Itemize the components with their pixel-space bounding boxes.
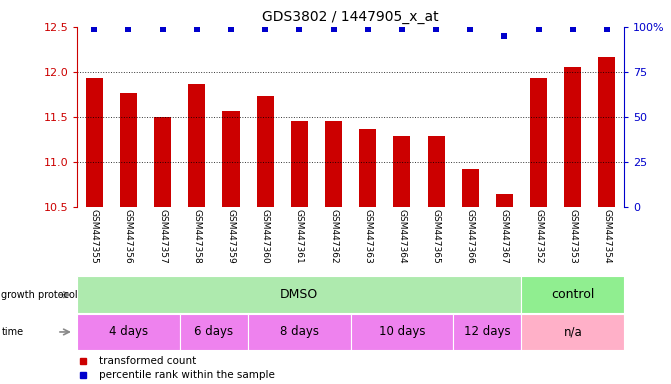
Bar [453, 314, 521, 350]
Title: GDS3802 / 1447905_x_at: GDS3802 / 1447905_x_at [262, 10, 439, 25]
Bar [180, 314, 248, 350]
Text: transformed count: transformed count [99, 356, 197, 366]
Text: GSM447363: GSM447363 [363, 209, 372, 263]
Text: 10 days: 10 days [378, 326, 425, 338]
Text: growth protocol: growth protocol [1, 290, 78, 300]
Bar [189, 84, 205, 207]
Text: GSM447356: GSM447356 [124, 209, 133, 263]
Bar [462, 169, 479, 207]
Text: GSM447354: GSM447354 [603, 209, 611, 263]
Text: GSM447352: GSM447352 [534, 209, 543, 263]
Text: 8 days: 8 days [280, 326, 319, 338]
Bar [496, 194, 513, 207]
Text: GSM447353: GSM447353 [568, 209, 577, 263]
Bar [248, 314, 351, 350]
Bar [521, 314, 624, 350]
Bar [154, 117, 171, 207]
Bar [86, 78, 103, 207]
Text: GSM447361: GSM447361 [295, 209, 304, 263]
Text: time: time [1, 327, 23, 337]
Text: 4 days: 4 days [109, 326, 148, 338]
Text: GSM447365: GSM447365 [431, 209, 441, 263]
Bar [427, 136, 445, 207]
Bar [351, 314, 453, 350]
Bar [256, 96, 274, 207]
Bar [393, 136, 411, 207]
Text: GSM447360: GSM447360 [260, 209, 270, 263]
Text: GSM447355: GSM447355 [90, 209, 99, 263]
Bar [120, 93, 137, 207]
Bar [564, 66, 581, 207]
Text: DMSO: DMSO [280, 288, 319, 301]
Text: GSM447367: GSM447367 [500, 209, 509, 263]
Text: control: control [551, 288, 595, 301]
Text: GSM447358: GSM447358 [193, 209, 201, 263]
Bar [359, 129, 376, 207]
Text: GSM447366: GSM447366 [466, 209, 474, 263]
Bar [291, 121, 308, 207]
Text: GSM447362: GSM447362 [329, 209, 338, 263]
Bar [77, 314, 180, 350]
Text: percentile rank within the sample: percentile rank within the sample [99, 370, 275, 380]
Bar [77, 276, 521, 313]
Bar [530, 78, 547, 207]
Text: GSM447359: GSM447359 [227, 209, 236, 263]
Text: 12 days: 12 days [464, 326, 511, 338]
Text: 6 days: 6 days [195, 326, 234, 338]
Bar [325, 121, 342, 207]
Bar [521, 276, 624, 313]
Bar [222, 111, 240, 207]
Text: n/a: n/a [564, 326, 582, 338]
Text: GSM447364: GSM447364 [397, 209, 407, 263]
Bar [599, 57, 615, 207]
Text: GSM447357: GSM447357 [158, 209, 167, 263]
